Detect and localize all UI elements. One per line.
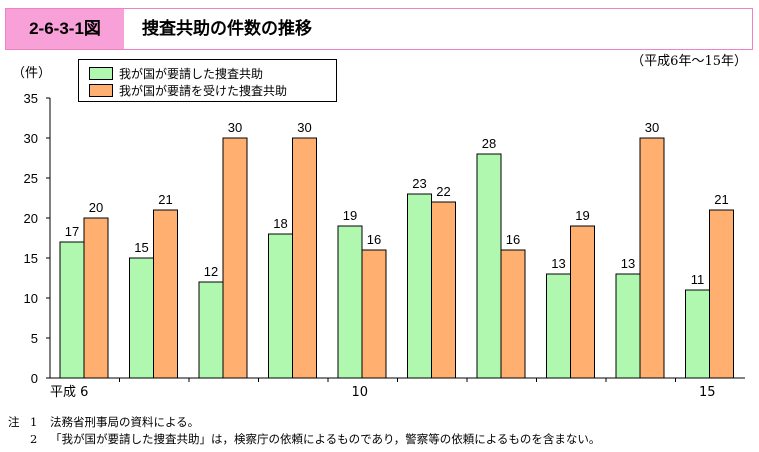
bar — [685, 289, 710, 379]
figure-number: 2-6-3-1図 — [6, 9, 124, 49]
bar — [268, 233, 293, 379]
bar — [59, 241, 85, 379]
data-label: 11 — [691, 272, 705, 287]
bar — [337, 225, 363, 379]
data-label: 30 — [645, 120, 659, 135]
bar — [361, 249, 387, 379]
bar — [709, 209, 734, 379]
y-tick-label: 30 — [24, 131, 38, 146]
data-label: 13 — [551, 256, 565, 271]
notes: 注 1 法務省刑事局の資料による。 2 「我が国が要請した捜査共助」は，検察庁の依頼に… — [8, 414, 600, 448]
data-label: 13 — [621, 256, 635, 271]
data-label: 15 — [134, 240, 148, 255]
data-label: 12 — [204, 264, 218, 279]
y-tick-label: 25 — [24, 171, 38, 186]
x-tick-label: 15 — [699, 385, 716, 400]
figure-title: 捜査共助の件数の推移 — [142, 19, 312, 39]
bar — [570, 225, 595, 379]
data-label: 21 — [714, 192, 728, 207]
data-label: 22 — [436, 184, 450, 199]
legend-swatch — [89, 84, 113, 97]
y-tick-label: 15 — [24, 251, 38, 266]
y-tick-label: 0 — [31, 371, 38, 386]
bar — [546, 273, 571, 379]
data-label: 19 — [575, 208, 589, 223]
bar — [292, 137, 317, 379]
bar — [500, 249, 526, 379]
y-tick-label: 20 — [24, 211, 38, 226]
bar — [83, 217, 109, 379]
data-label: 16 — [506, 232, 520, 247]
data-label: 20 — [89, 200, 103, 215]
bar — [431, 201, 456, 379]
bar — [407, 193, 432, 379]
legend: 我が国が要請した捜査共助 我が国が要請を受けた捜査共助 — [78, 59, 337, 102]
data-label: 23 — [412, 176, 426, 191]
y-tick-label: 10 — [24, 291, 38, 306]
y-tick-label: 5 — [31, 331, 38, 346]
bar — [476, 153, 502, 379]
legend-swatch — [89, 67, 113, 80]
legend-label: 我が国が要請を受けた捜査共助 — [119, 84, 288, 98]
bar — [639, 137, 665, 379]
data-label: 19 — [343, 208, 357, 223]
bar — [198, 281, 224, 379]
data-label: 28 — [482, 136, 496, 151]
legend-item: 我が国が要請を受けた捜査共助 — [89, 82, 287, 99]
bar — [129, 257, 154, 379]
x-tick-label: 平成 6 — [50, 385, 88, 400]
note: 2 「我が国が要請した捜査共助」は，検察庁の依頼によるものであり，警察等の依頼によ… — [30, 432, 601, 446]
bar — [615, 273, 641, 379]
legend-label: 我が国が要請した捜査共助 — [119, 67, 264, 81]
note: 注 1 法務省刑事局の資料による。 — [8, 415, 200, 429]
data-label: 21 — [158, 192, 172, 207]
data-label: 17 — [65, 224, 79, 239]
period-label: （平成6年～15年） — [631, 54, 747, 69]
x-tick-label: 10 — [351, 385, 368, 400]
bar — [153, 209, 178, 379]
data-label: 18 — [273, 216, 287, 231]
y-axis-unit: （件） — [12, 66, 52, 81]
figure-header: 2-6-3-1図 捜査共助の件数の推移 — [5, 8, 753, 50]
y-tick-label: 35 — [24, 91, 38, 106]
bar — [222, 137, 248, 379]
legend-item: 我が国が要請した捜査共助 — [89, 65, 263, 82]
data-label: 30 — [228, 120, 242, 135]
data-label: 16 — [367, 232, 381, 247]
data-label: 30 — [297, 120, 311, 135]
